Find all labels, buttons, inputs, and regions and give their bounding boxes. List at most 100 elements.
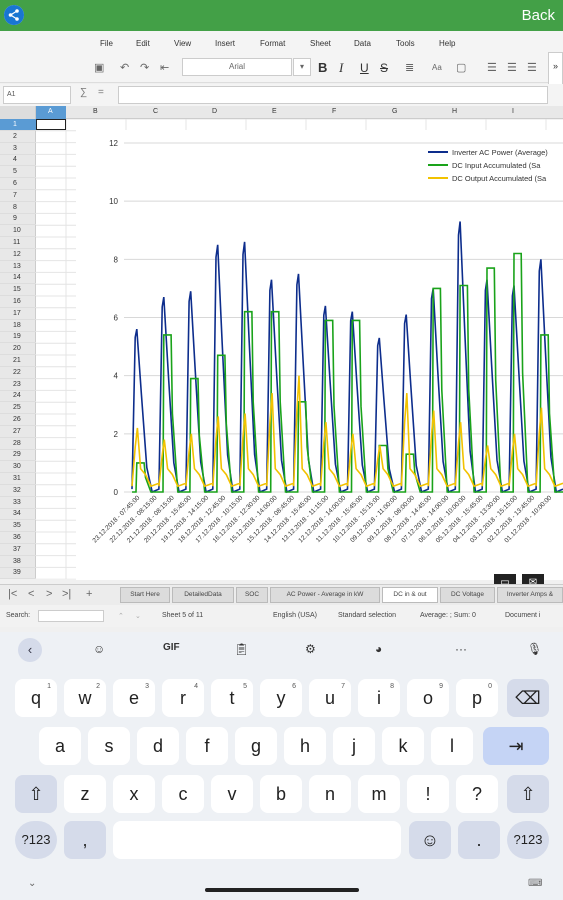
menu-data[interactable]: Data (354, 39, 371, 48)
menu-sheet[interactable]: Sheet (310, 39, 331, 48)
menu-edit[interactable]: Edit (136, 39, 150, 48)
row-header[interactable]: 20 (0, 343, 36, 356)
row-header[interactable]: 38 (0, 556, 36, 568)
row-header[interactable]: 17 (0, 308, 36, 320)
select-all-corner[interactable] (0, 106, 36, 119)
search-input[interactable] (38, 610, 104, 622)
space-key[interactable] (113, 821, 401, 859)
enter-key[interactable]: ⇥ (483, 727, 549, 765)
more-button[interactable]: ··· (455, 642, 467, 656)
row-header[interactable]: 19 (0, 331, 36, 344)
row-header[interactable]: 13 (0, 261, 36, 273)
backspace-key[interactable]: ⌫ (507, 679, 549, 717)
search-down-icon[interactable]: ⌄ (135, 613, 141, 620)
italic-button[interactable]: I (339, 60, 344, 75)
bold-button[interactable]: B (318, 60, 328, 75)
row-header[interactable]: 5 (0, 166, 36, 179)
row-header[interactable]: 34 (0, 508, 36, 521)
share-icon[interactable] (4, 5, 24, 25)
row-header[interactable]: 27 (0, 426, 36, 438)
shift-key-right[interactable]: ⇧ (507, 775, 549, 813)
column-header[interactable]: H (452, 108, 458, 115)
save-icon[interactable]: ▣ (94, 62, 105, 74)
row-header[interactable]: 26 (0, 414, 36, 426)
shift-key-left[interactable]: ⇧ (15, 775, 57, 813)
row-header[interactable]: 24 (0, 390, 36, 403)
row-header[interactable]: 9 (0, 213, 36, 226)
align-center-icon[interactable]: ☰ (507, 62, 517, 74)
last-sheet-button[interactable]: >| (62, 588, 72, 600)
sum-button[interactable]: ∑ (80, 87, 88, 98)
add-sheet-button[interactable]: + (86, 588, 93, 600)
row-header[interactable]: 11 (0, 237, 36, 249)
text-case-button[interactable]: Aa (432, 63, 442, 72)
row-header[interactable]: 39 (0, 567, 36, 580)
keyboard-switch-icon[interactable]: ⌨ (528, 878, 543, 889)
prev-sheet-button[interactable]: < (28, 588, 35, 600)
row-header[interactable]: 16 (0, 296, 36, 308)
emoji-key[interactable]: ☺ (409, 821, 451, 859)
row-header[interactable]: 35 (0, 520, 36, 533)
microphone-icon[interactable]: 🎙︎ (527, 642, 543, 656)
tab-ac-power[interactable]: AC Power - Average in kW (270, 587, 380, 603)
column-header[interactable]: G (392, 108, 398, 115)
name-box[interactable]: A1 (3, 86, 71, 104)
row-header[interactable]: 4 (0, 154, 36, 167)
tab-soc[interactable]: SOC (236, 587, 268, 603)
underline-button[interactable]: U (360, 61, 369, 75)
gif-button[interactable]: GIF (163, 642, 180, 653)
active-cell[interactable] (36, 119, 66, 130)
row-header[interactable]: 1 (0, 119, 36, 131)
comma-key[interactable]: , (64, 821, 106, 859)
tab-dc-in-out[interactable]: DC in & out (382, 587, 438, 603)
clone-icon[interactable]: ⇤ (160, 62, 170, 74)
key-g[interactable]: g (235, 727, 277, 765)
row-header[interactable]: 37 (0, 544, 36, 556)
gesture-nav-bar[interactable] (205, 888, 359, 892)
key-v[interactable]: v (211, 775, 253, 813)
align-left-icon[interactable]: ☰ (487, 62, 497, 74)
row-header[interactable]: 18 (0, 320, 36, 332)
font-size-select[interactable]: ▾ (293, 58, 311, 76)
tab-detailed-data[interactable]: DetailedData (172, 587, 234, 603)
borders-icon[interactable]: ▢ (456, 62, 467, 74)
back-button[interactable]: Back (521, 7, 555, 24)
key-n[interactable]: n (309, 775, 351, 813)
search-up-icon[interactable]: ⌃ (118, 613, 124, 620)
row-header[interactable]: 28 (0, 438, 36, 450)
column-header[interactable]: B (93, 108, 98, 115)
row-header[interactable]: 32 (0, 485, 36, 497)
column-header-selected[interactable]: A (36, 106, 66, 119)
column-header[interactable]: F (332, 108, 337, 115)
tab-dc-voltage[interactable]: DC Voltage (440, 587, 495, 603)
menu-view[interactable]: View (174, 39, 192, 48)
column-header[interactable]: I (512, 108, 514, 115)
hide-keyboard-icon[interactable]: ⌄ (28, 878, 37, 889)
key-j[interactable]: j (333, 727, 375, 765)
symbols-key[interactable]: ?123 (15, 821, 57, 859)
row-header[interactable]: 14 (0, 272, 36, 285)
key-x[interactable]: x (113, 775, 155, 813)
row-header[interactable]: 21 (0, 355, 36, 367)
align-right-icon[interactable]: ☰ (527, 62, 537, 74)
wrap-icon[interactable]: ≣ (405, 62, 415, 74)
line-chart[interactable]: 0 2 4 6 8 10 12 23.12.2018 - 07:45:00 22.12.2018… (76, 130, 563, 580)
symbols-key-right[interactable]: ?123 (507, 821, 549, 859)
settings-icon[interactable]: ⚙ (305, 642, 316, 656)
row-header[interactable]: 10 (0, 225, 36, 238)
key-z[interactable]: z (64, 775, 106, 813)
row-header[interactable]: 25 (0, 402, 36, 415)
key-question[interactable]: ? (456, 775, 498, 813)
sticker-icon[interactable]: ☺ (93, 642, 106, 656)
redo-icon[interactable]: ↷ (140, 62, 150, 74)
key-h[interactable]: h (284, 727, 326, 765)
row-header[interactable]: 8 (0, 202, 36, 214)
row-header[interactable]: 36 (0, 532, 36, 544)
